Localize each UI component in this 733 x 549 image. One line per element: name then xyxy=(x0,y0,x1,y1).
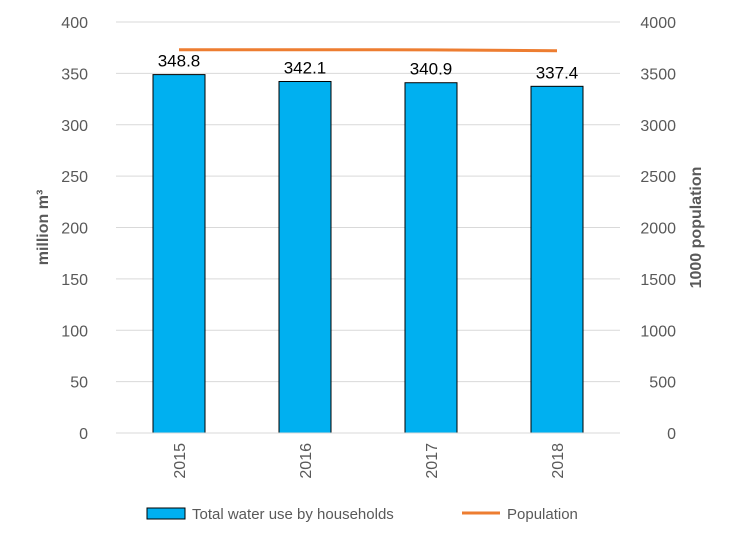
bar-data-label: 348.8 xyxy=(158,52,201,71)
y2-tick-label: 2000 xyxy=(640,221,676,238)
y2-axis-title: 1000 population xyxy=(688,167,705,289)
y2-tick-label: 3500 xyxy=(640,66,676,83)
y-tick-label: 200 xyxy=(61,221,88,238)
y2-tick-label: 1500 xyxy=(640,272,676,289)
y2-tick-label: 2500 xyxy=(640,169,676,186)
y-tick-label: 150 xyxy=(61,272,88,289)
population-line xyxy=(179,48,558,53)
bar xyxy=(278,80,332,434)
legend-swatch-bar xyxy=(146,507,186,520)
x-tick-label: 2015 xyxy=(172,443,189,479)
y-tick-label: 400 xyxy=(61,15,88,32)
y-tick-label: 100 xyxy=(61,323,88,340)
y-tick-label: 250 xyxy=(61,169,88,186)
y-tick-label: 350 xyxy=(61,66,88,83)
x-tick-label: 2017 xyxy=(424,443,441,479)
bar xyxy=(404,82,458,434)
bar-data-label: 340.9 xyxy=(410,60,453,79)
y2-tick-label: 500 xyxy=(649,375,676,392)
x-tick-label: 2016 xyxy=(298,443,315,479)
y-tick-label: 0 xyxy=(79,426,88,443)
y2-tick-label: 1000 xyxy=(640,323,676,340)
y-axis-title: million m³ xyxy=(35,190,52,266)
legend-label-water: Total water use by households xyxy=(192,506,394,523)
bar xyxy=(152,74,206,434)
y-tick-label: 300 xyxy=(61,118,88,135)
legend-label-population: Population xyxy=(507,506,578,523)
y2-tick-label: 0 xyxy=(667,426,676,443)
bar xyxy=(530,85,584,434)
bar-data-label: 337.4 xyxy=(536,63,579,82)
y2-tick-label: 4000 xyxy=(640,15,676,32)
y-tick-label: 50 xyxy=(70,375,88,392)
y2-tick-label: 3000 xyxy=(640,118,676,135)
bar-data-label: 342.1 xyxy=(284,58,327,77)
x-tick-label: 2018 xyxy=(550,443,567,479)
